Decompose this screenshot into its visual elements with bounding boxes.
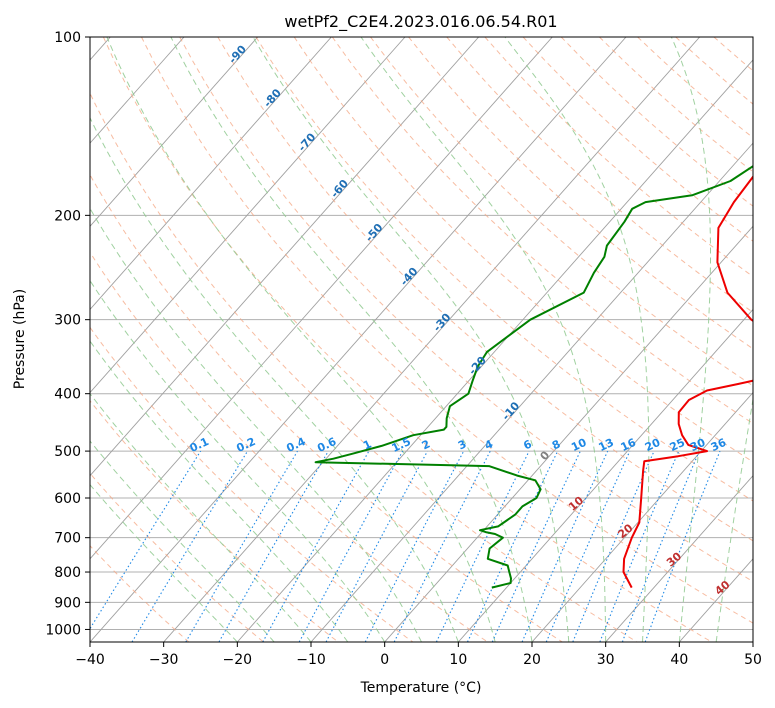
mixing-ratio-line xyxy=(298,450,404,642)
isotherm-line xyxy=(531,391,753,642)
isotherm-line xyxy=(90,37,185,144)
y-tick-label: 700 xyxy=(54,531,81,547)
x-tick-label: −20 xyxy=(223,652,253,668)
dry-adiabat-line xyxy=(255,37,753,502)
isotherm-line xyxy=(90,37,259,227)
moist-adiabat-line xyxy=(504,37,650,642)
x-tick-label: 50 xyxy=(744,652,762,668)
dewpoint-profile-line xyxy=(314,165,753,589)
isotherm-line xyxy=(90,37,332,311)
mixing-ratio-line xyxy=(599,450,680,642)
axes: −40 −30 −20 −10 0 10 20 30 40 50 100 200 300 400 500 60… xyxy=(45,30,762,668)
sounding-traces xyxy=(314,165,753,589)
mixing-ratio-line xyxy=(621,450,700,642)
y-tick-label: 100 xyxy=(54,30,81,46)
dry-adiabat-line xyxy=(90,173,563,642)
y-tick-label: 800 xyxy=(54,565,81,581)
mixing-ratio-line xyxy=(325,450,428,642)
moist-adiabat-line xyxy=(360,37,607,642)
moist-adiabat-line xyxy=(90,392,312,642)
isotherm-line xyxy=(90,37,627,642)
plot-frame xyxy=(89,36,754,643)
x-tick-label: 20 xyxy=(523,652,541,668)
dry-adiabat-line xyxy=(293,37,753,463)
mixing-ratio-line xyxy=(545,450,631,642)
dry-adiabat-line xyxy=(90,399,339,642)
mixing-ratio-label: 25 xyxy=(668,436,687,454)
x-tick-label: 0 xyxy=(380,652,389,668)
mixing-ratio-line xyxy=(644,450,721,642)
dry-adiabat-line xyxy=(408,37,753,350)
dry-adiabat-line xyxy=(179,37,753,583)
isotherm-line xyxy=(605,475,753,642)
y-tick-label: 200 xyxy=(54,208,81,224)
mixing-ratio-label: 30 xyxy=(688,436,708,454)
moist-adiabat-line xyxy=(90,279,386,642)
dry-adiabat-line xyxy=(141,37,753,624)
dry-adiabat-line xyxy=(90,326,414,642)
temperature-profile-line xyxy=(622,175,753,589)
moist-adiabat-line xyxy=(170,37,533,642)
y-tick-label: 900 xyxy=(54,595,81,611)
y-tick-label: 300 xyxy=(54,313,81,329)
mixing-ratio-label: 13 xyxy=(597,436,616,454)
x-tick-label: 40 xyxy=(670,652,688,668)
moist-adiabat-line xyxy=(106,37,496,642)
moist-adiabat-line xyxy=(90,483,238,642)
isotherm-line xyxy=(90,37,406,394)
moist-adiabat-line xyxy=(90,340,349,642)
chart-title: wetPf2_C2E4.2023.016.06.54.R01 xyxy=(284,12,557,32)
dry-adiabat-line xyxy=(370,37,753,387)
dry-adiabat-line xyxy=(331,37,753,425)
isotherm-line xyxy=(90,37,553,560)
dry-adiabat-line xyxy=(217,37,753,542)
x-axis-label: Temperature (°C) xyxy=(360,680,482,696)
mixing-ratio-line xyxy=(131,450,248,642)
y-tick-label: 1000 xyxy=(45,622,81,638)
x-tick-label: 10 xyxy=(449,652,467,668)
mixing-ratio-line xyxy=(572,450,655,642)
dry-adiabat-line xyxy=(90,472,264,642)
y-axis-label: Pressure (hPa) xyxy=(12,289,28,389)
isotherm-line xyxy=(90,37,480,477)
y-tick-label: 600 xyxy=(54,491,81,507)
dry-adiabat-line xyxy=(102,37,712,642)
moist-adiabat-line xyxy=(670,37,711,642)
isotherm-line xyxy=(384,225,753,642)
dry-adiabat-line xyxy=(90,251,488,642)
y-tick-label: 400 xyxy=(54,387,81,403)
x-tick-label: −30 xyxy=(149,652,179,668)
y-tick-label: 500 xyxy=(54,444,81,460)
mixing-ratio-label: 10 xyxy=(569,436,589,454)
background-lines xyxy=(90,37,753,642)
x-tick-label: 30 xyxy=(597,652,615,668)
mixing-ratio-label: 36 xyxy=(709,436,729,454)
mixing-ratio-label: 16 xyxy=(619,436,639,454)
x-tick-label: −10 xyxy=(296,652,326,668)
moist-adiabat-line xyxy=(715,396,753,642)
isotherm-line xyxy=(457,308,753,642)
isotherm-line xyxy=(163,37,701,642)
moist-adiabat-line xyxy=(90,116,459,642)
moist-adiabat-line xyxy=(252,37,570,642)
dry-adiabat-line xyxy=(90,92,638,642)
mixing-ratio-line xyxy=(521,450,609,642)
mixing-ratio-line xyxy=(393,450,491,642)
mixing-ratio-line xyxy=(262,450,370,642)
mixing-ratio-label: 20 xyxy=(643,436,663,454)
moist-adiabat-line xyxy=(90,207,422,642)
x-tick-label: −40 xyxy=(75,652,105,668)
moist-adiabat-line xyxy=(90,440,275,642)
